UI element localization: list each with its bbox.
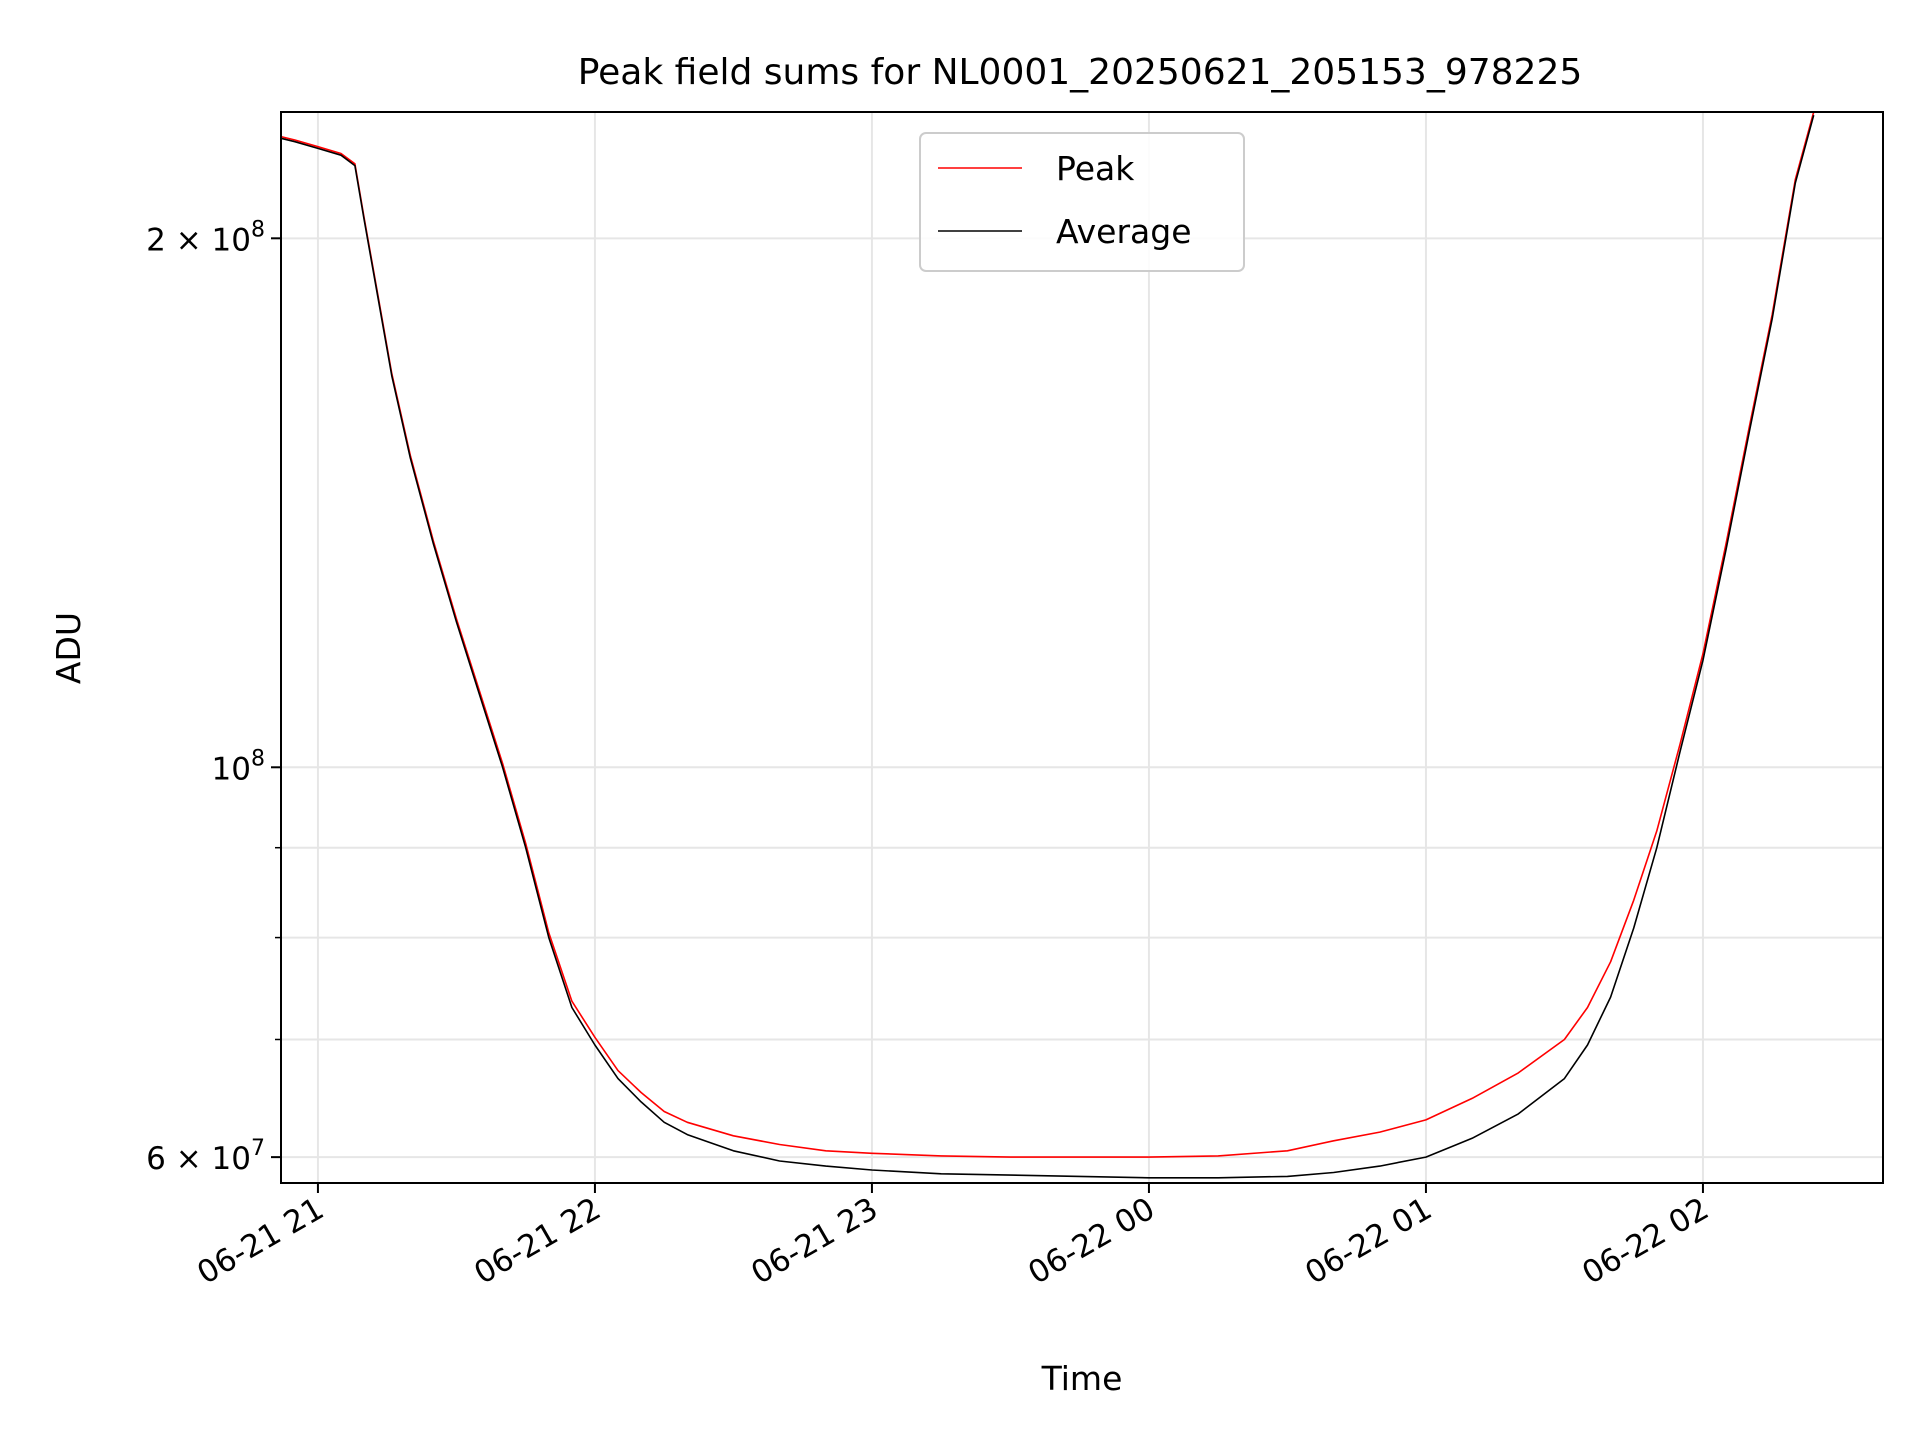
x-tick-label: 06-21 23: [745, 1191, 884, 1292]
series-line-average: [280, 114, 1815, 1179]
plot-frame: [280, 111, 1884, 1184]
x-axis-label: Time: [1041, 1359, 1123, 1398]
series-layer: [280, 111, 1815, 1179]
x-tick-label: 06-22 01: [1299, 1191, 1438, 1292]
legend-label-peak: Peak: [1056, 149, 1135, 188]
y-axis-label: ADU: [49, 612, 88, 684]
x-tick-label: 06-22 02: [1576, 1191, 1715, 1292]
x-tick-label: 06-21 21: [191, 1191, 330, 1292]
y-tick-label: 2 × 108: [146, 217, 265, 258]
chart-title: Peak field sums for NL0001_20250621_2051…: [578, 52, 1583, 93]
x-tick-label: 06-21 22: [468, 1191, 607, 1292]
y-axis: 6 × 107 108 2 × 108: [146, 217, 281, 1177]
x-tick-label: 06-22 00: [1022, 1191, 1161, 1292]
grid: [281, 112, 1883, 1183]
legend: Peak Average: [919, 132, 1245, 272]
y-tick-label: 6 × 107: [146, 1136, 265, 1177]
legend-label-average: Average: [1056, 212, 1192, 251]
x-axis: 06-21 21 06-21 22 06-21 23 06-22 00 06-22 01…: [191, 1183, 1715, 1292]
y-tick-label: 108: [212, 746, 265, 787]
